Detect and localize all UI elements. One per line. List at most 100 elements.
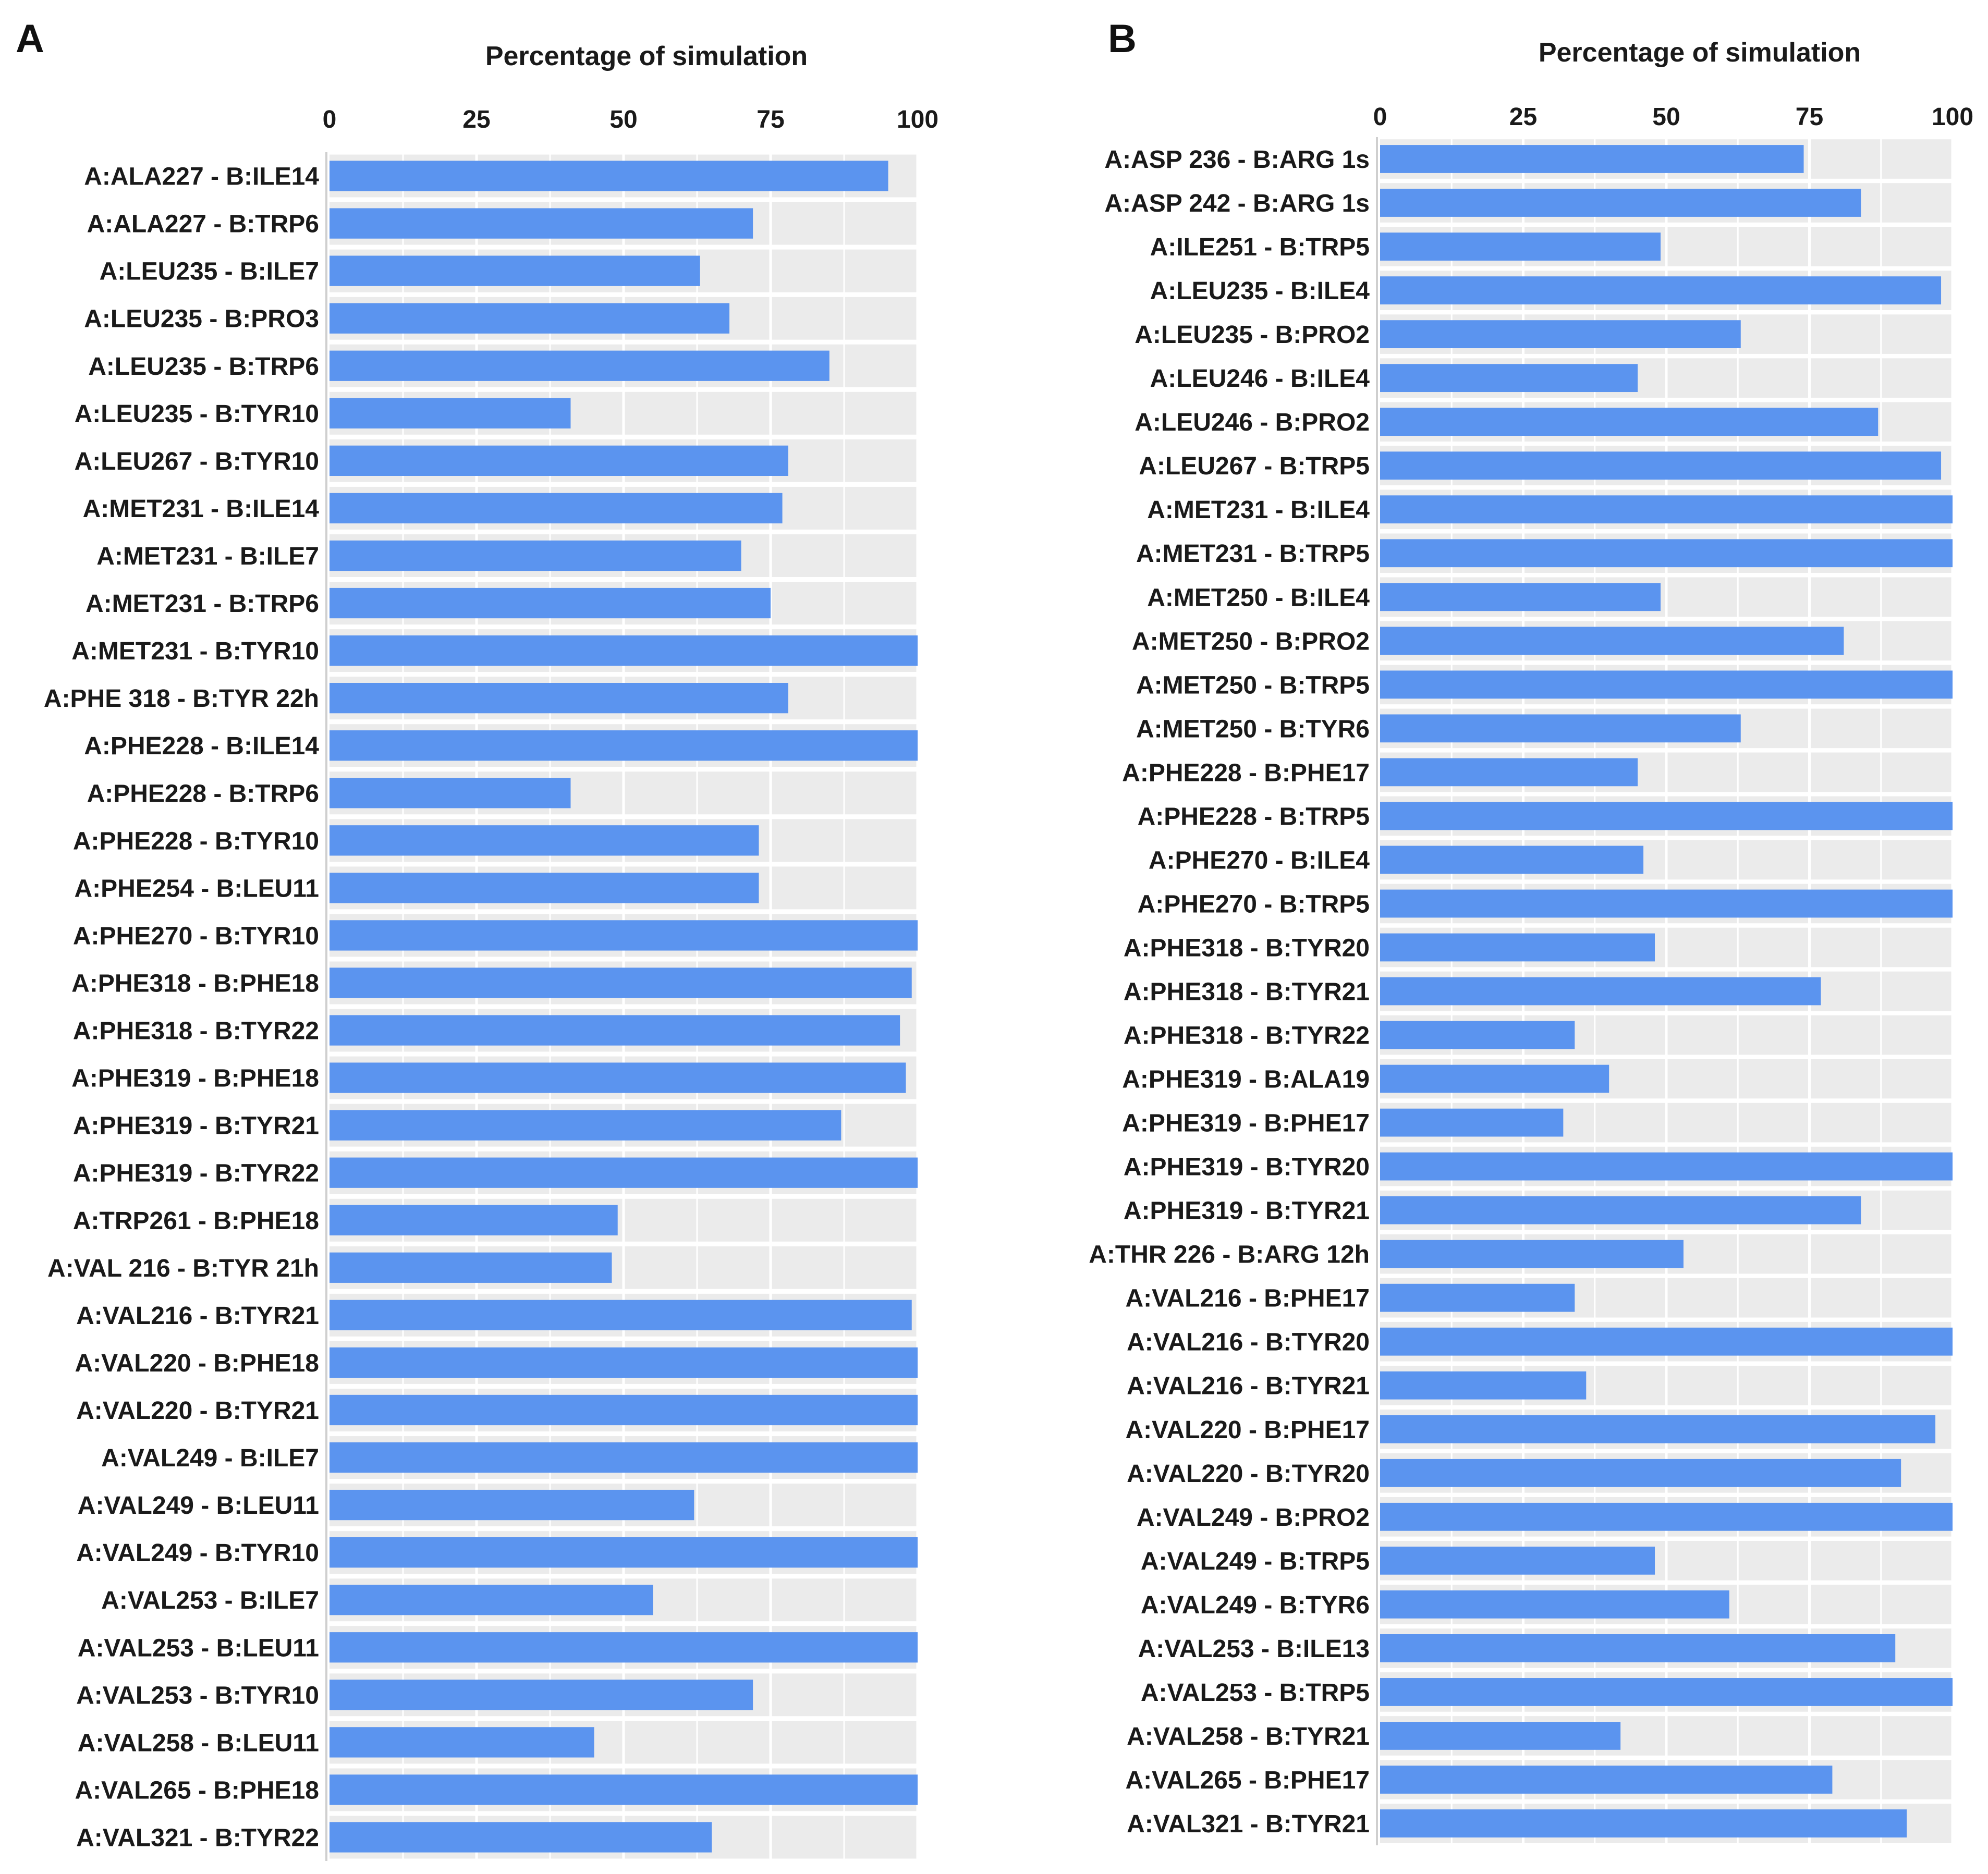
a-category-label: A:VAL216 - B:TYR21 — [76, 1302, 319, 1330]
b-category-label: A:LEU235 - B:PRO2 — [1135, 321, 1370, 349]
b-bar — [1380, 1021, 1575, 1049]
a-bar — [330, 825, 759, 856]
a-bar — [330, 1537, 918, 1568]
b-tick-label: 75 — [1796, 103, 1823, 131]
b-category-label: A:MET250 - B:ILE4 — [1147, 584, 1370, 611]
b-bar — [1380, 670, 1953, 699]
a-category-label: A:VAL220 - B:TYR21 — [76, 1397, 319, 1425]
a-bar — [330, 1680, 753, 1710]
b-bar — [1380, 1283, 1575, 1312]
a-bar — [330, 1442, 918, 1473]
a-category-label: A:PHE319 - B:PHE18 — [71, 1065, 319, 1093]
a-bar — [330, 778, 571, 809]
b-category-label: A:VAL253 - B:TRP5 — [1141, 1679, 1370, 1707]
b-category-label: A:VAL249 - B:PRO2 — [1137, 1504, 1370, 1532]
a-category-label: A:ALA227 - B:ILE14 — [84, 163, 319, 191]
a-category-label: A:LEU235 - B:TRP6 — [88, 353, 319, 381]
b-tick-label: 100 — [1932, 103, 1973, 131]
b-bar — [1380, 189, 1861, 217]
a-category-label: A:ALA227 - B:TRP6 — [87, 211, 319, 238]
a-category-label: A:VAL265 - B:PHE18 — [75, 1777, 319, 1804]
a-bar — [330, 255, 700, 286]
b-category-label: A:PHE270 - B:TRP5 — [1138, 890, 1370, 918]
b-category-label: A:MET250 - B:TRP5 — [1136, 671, 1370, 699]
b-bar — [1380, 1502, 1953, 1531]
a-bar — [330, 1394, 918, 1426]
b-bar — [1380, 1809, 1907, 1838]
b-bar — [1380, 1152, 1953, 1181]
b-bar — [1380, 583, 1661, 611]
a-bar — [330, 967, 912, 998]
a-axis-title: Percentage of simulation — [485, 41, 808, 71]
b-category-label: A:ASP 242 - B:ARG 1s — [1104, 190, 1370, 217]
b-bar — [1380, 1196, 1861, 1224]
a-category-label: A:PHE228 - B:TYR10 — [73, 827, 319, 855]
b-category-label: A:VAL249 - B:TRP5 — [1141, 1548, 1370, 1575]
b-bar — [1380, 933, 1655, 962]
a-bar — [330, 1822, 712, 1853]
a-category-label: A:PHE228 - B:TRP6 — [87, 780, 319, 807]
a-category-label: A:LEU235 - B:TYR10 — [75, 400, 319, 428]
b-tick-label: 25 — [1509, 103, 1537, 131]
a-category-label: A:PHE318 - B:TYR22 — [73, 1018, 319, 1045]
a-bar — [330, 445, 788, 476]
a-category-label: A:LEU235 - B:ILE7 — [100, 258, 319, 286]
b-category-label: A:VAL253 - B:ILE13 — [1138, 1635, 1370, 1663]
b-bar — [1380, 846, 1644, 874]
a-bar — [330, 1300, 912, 1330]
a-category-label: A:VAL258 - B:LEU11 — [78, 1729, 319, 1757]
a-category-label: A:MET231 - B:ILE14 — [83, 495, 320, 523]
b-bar — [1380, 408, 1879, 436]
a-tick-label: 100 — [897, 106, 938, 133]
a-category-label: A:PHE 318 - B:TYR 22h — [44, 685, 319, 713]
b-category-label: A:LEU267 - B:TRP5 — [1139, 452, 1370, 480]
b-category-label: A:VAL220 - B:PHE17 — [1125, 1416, 1370, 1444]
b-axis-title: Percentage of simulation — [1539, 38, 1861, 68]
a-category-label: A:VAL249 - B:ILE7 — [101, 1444, 319, 1472]
b-category-label: A:PHE319 - B:PHE17 — [1122, 1110, 1370, 1137]
b-category-label: A:VAL220 - B:TYR20 — [1127, 1460, 1370, 1488]
b-category-label: A:MET250 - B:PRO2 — [1132, 628, 1370, 655]
b-bar — [1380, 1459, 1901, 1487]
a-bar — [330, 1347, 918, 1378]
a-category-label: A:PHE319 - B:TYR21 — [73, 1112, 319, 1140]
a-bar — [330, 1015, 900, 1046]
b-category-label: A:LEU235 - B:ILE4 — [1150, 277, 1370, 305]
b-bar — [1380, 1546, 1655, 1575]
panel-b-chart: B Percentage of simulation A:ASP 236 - B:A… — [1089, 17, 1973, 1845]
a-tick-label: 75 — [757, 106, 784, 133]
b-category-label: A:MET250 - B:TYR6 — [1136, 715, 1370, 743]
b-bar — [1380, 1766, 1833, 1794]
b-category-label: A:VAL265 - B:PHE17 — [1125, 1767, 1370, 1794]
a-bar — [330, 730, 918, 761]
a-tick-label: 0 — [323, 106, 337, 133]
a-category-label: A:LEU235 - B:PRO3 — [84, 305, 319, 333]
b-bar — [1380, 627, 1844, 655]
b-bar — [1380, 451, 1942, 480]
a-bar — [330, 1585, 653, 1615]
b-bar — [1380, 145, 1804, 173]
a-category-label: A:VAL249 - B:TYR10 — [76, 1539, 319, 1567]
a-bar — [330, 635, 918, 666]
a-bar — [330, 540, 741, 571]
b-category-label: A:VAL249 - B:TYR6 — [1141, 1591, 1370, 1619]
a-bar — [330, 1727, 594, 1758]
a-bar — [330, 920, 918, 951]
b-bar — [1380, 1371, 1587, 1400]
b-category-label: A:PHE228 - B:PHE17 — [1122, 759, 1370, 787]
a-category-label: A:VAL253 - B:ILE7 — [101, 1587, 319, 1614]
a-bar — [330, 1774, 918, 1805]
a-category-label: A:VAL 216 - B:TYR 21h — [47, 1255, 319, 1282]
a-category-label: A:PHE228 - B:ILE14 — [84, 732, 319, 760]
b-bar — [1380, 1590, 1729, 1619]
b-bar — [1380, 276, 1942, 304]
b-category-label: A:THR 226 - B:ARG 12h — [1089, 1241, 1370, 1269]
b-bar — [1380, 495, 1953, 524]
b-category-label: A:ILE251 - B:TRP5 — [1150, 234, 1370, 261]
b-category-label: A:PHE318 - B:TYR21 — [1124, 978, 1370, 1006]
a-category-label: A:VAL321 - B:TYR22 — [76, 1824, 319, 1852]
b-bar — [1380, 1415, 1936, 1443]
b-bar — [1380, 758, 1638, 787]
a-category-label: A:MET231 - B:ILE7 — [96, 543, 319, 570]
